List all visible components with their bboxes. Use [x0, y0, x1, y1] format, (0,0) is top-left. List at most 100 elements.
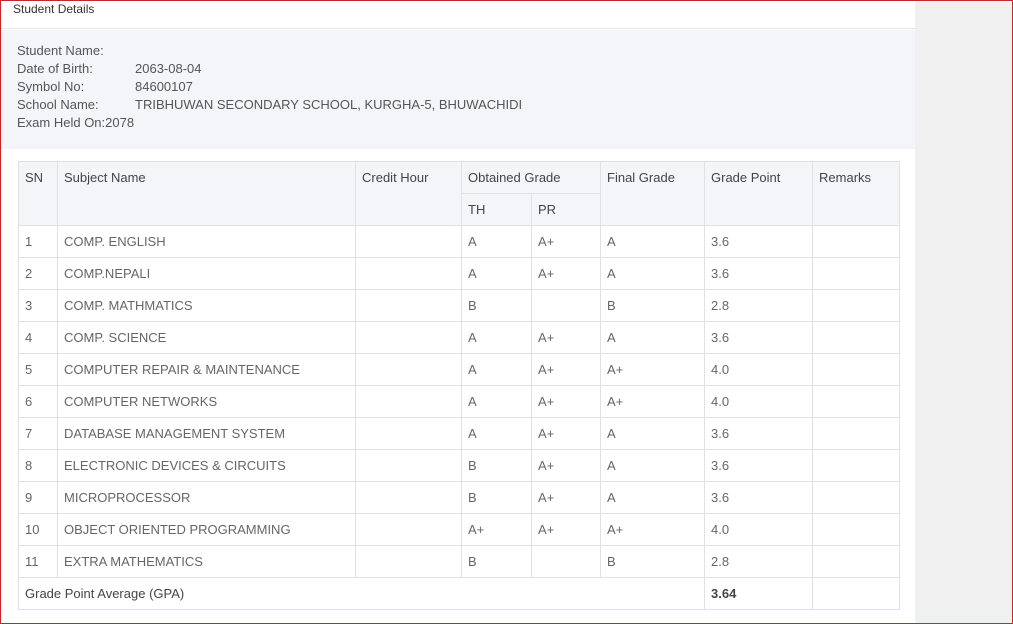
table-row: 6 COMPUTER NETWORKS A A+ A+ 4.0 [18, 385, 901, 418]
row-grade-point: 4.0 [704, 385, 814, 418]
header-pr: PR [530, 193, 602, 226]
row-final-grade: B [600, 289, 706, 322]
row-grade-point: 3.6 [704, 449, 814, 482]
row-subject: COMP.NEPALI [57, 257, 356, 290]
right-margin-area [915, 1, 1012, 623]
exam-label: Exam Held On: [17, 115, 106, 130]
row-th-grade: A+ [461, 513, 532, 546]
row-sn: 4 [18, 321, 58, 354]
exam-value: 2078 [105, 115, 135, 130]
panel-title: Student Details [13, 2, 95, 16]
row-final-grade: A [600, 417, 706, 450]
grades-table: SN Subject Name Credit Hour Obtained Gra… [17, 161, 901, 610]
row-credit-hour [355, 225, 462, 258]
row-sn: 3 [18, 289, 58, 322]
row-subject: OBJECT ORIENTED PROGRAMMING [57, 513, 356, 546]
header-grade-point: Grade Point [704, 161, 814, 226]
row-th-grade: A [461, 353, 532, 386]
row-subject: COMPUTER REPAIR & MAINTENANCE [57, 353, 356, 386]
row-th-grade: A [461, 257, 532, 290]
row-th-grade: B [461, 449, 532, 482]
row-credit-hour [355, 321, 462, 354]
row-remarks [812, 353, 901, 386]
table-row: 9 MICROPROCESSOR B A+ A 3.6 [18, 481, 901, 514]
row-pr-grade: A+ [530, 481, 602, 514]
row-sn: 1 [18, 225, 58, 258]
panel-header: Student Details [1, 1, 915, 29]
header-subject: Subject Name [57, 161, 356, 226]
row-remarks [812, 289, 901, 322]
table-row: 8 ELECTRONIC DEVICES & CIRCUITS B A+ A 3.6 [18, 449, 901, 482]
row-final-grade: A+ [600, 513, 706, 546]
row-grade-point: 3.6 [704, 417, 814, 450]
row-subject: COMP. ENGLISH [57, 225, 356, 258]
row-sn: 11 [18, 545, 58, 578]
row-credit-hour [355, 385, 462, 418]
header-credit-hour: Credit Hour [355, 161, 462, 226]
header-remarks: Remarks [812, 161, 901, 226]
row-credit-hour [355, 545, 462, 578]
row-th-grade: B [461, 289, 532, 322]
table-row: 1 COMP. ENGLISH A A+ A 3.6 [18, 225, 901, 258]
row-grade-point: 2.8 [704, 289, 814, 322]
row-remarks [812, 225, 901, 258]
row-grade-point: 3.6 [704, 481, 814, 514]
row-credit-hour [355, 417, 462, 450]
row-sn: 5 [18, 353, 58, 386]
row-credit-hour [355, 513, 462, 546]
row-grade-point: 4.0 [704, 353, 814, 386]
row-grade-point: 3.6 [704, 321, 814, 354]
row-remarks [812, 545, 901, 578]
row-final-grade: B [600, 545, 706, 578]
row-sn: 9 [18, 481, 58, 514]
gpa-row: Grade Point Average (GPA) 3.64 [17, 577, 901, 610]
table-row: 4 COMP. SCIENCE A A+ A 3.6 [18, 321, 901, 354]
row-credit-hour [355, 257, 462, 290]
row-final-grade: A [600, 321, 706, 354]
table-row: 3 COMP. MATHMATICS B B 2.8 [18, 289, 901, 322]
row-th-grade: B [461, 545, 532, 578]
symbol-label: Symbol No: [17, 79, 85, 94]
row-sn: 7 [18, 417, 58, 450]
dob-label: Date of Birth: [17, 61, 93, 76]
row-pr-grade: A+ [530, 225, 602, 258]
symbol-value: 84600107 [135, 79, 193, 94]
row-th-grade: A [461, 385, 532, 418]
header-final-grade: Final Grade [600, 161, 706, 226]
row-remarks [812, 449, 901, 482]
row-subject: COMP. MATHMATICS [57, 289, 356, 322]
row-pr-grade: A+ [530, 513, 602, 546]
row-pr-grade [530, 289, 602, 322]
dob-value: 2063-08-04 [135, 61, 202, 76]
row-grade-point: 3.6 [704, 257, 814, 290]
row-subject: DATABASE MANAGEMENT SYSTEM [57, 417, 356, 450]
row-grade-point: 2.8 [704, 545, 814, 578]
student-details-panel: Student Details Student Name: Date of Bi… [1, 1, 915, 623]
row-grade-point: 3.6 [704, 225, 814, 258]
row-subject: MICROPROCESSOR [57, 481, 356, 514]
gpa-remarks-cell [812, 577, 901, 610]
table-subheader-row: TH PR [19, 193, 900, 226]
row-sn: 8 [18, 449, 58, 482]
school-label: School Name: [17, 97, 99, 112]
row-remarks [812, 481, 901, 514]
table-row: 5 COMPUTER REPAIR & MAINTENANCE A A+ A+ 4.0 [18, 353, 901, 386]
row-th-grade: A [461, 417, 532, 450]
school-value: TRIBHUWAN SECONDARY SCHOOL, KURGHA-5, BH… [135, 97, 523, 112]
row-subject: EXTRA MATHEMATICS [57, 545, 356, 578]
table-row: 11 EXTRA MATHEMATICS B B 2.8 [18, 545, 901, 578]
row-th-grade: A [461, 225, 532, 258]
row-final-grade: A+ [600, 353, 706, 386]
student-info-section: Student Name: Date of Birth: 2063-08-04 … [1, 30, 915, 149]
exam-row: Exam Held On:2078 [17, 115, 134, 130]
row-credit-hour [355, 289, 462, 322]
row-subject: ELECTRONIC DEVICES & CIRCUITS [57, 449, 356, 482]
row-pr-grade: A+ [530, 257, 602, 290]
row-th-grade: A [461, 321, 532, 354]
row-grade-point: 4.0 [704, 513, 814, 546]
row-th-grade: B [461, 481, 532, 514]
table-body: 1 COMP. ENGLISH A A+ A 3.6 2 COMP.NEPALI A A+ A 3.6… [18, 225, 901, 578]
row-remarks [812, 385, 901, 418]
row-final-grade: A [600, 257, 706, 290]
row-remarks [812, 321, 901, 354]
